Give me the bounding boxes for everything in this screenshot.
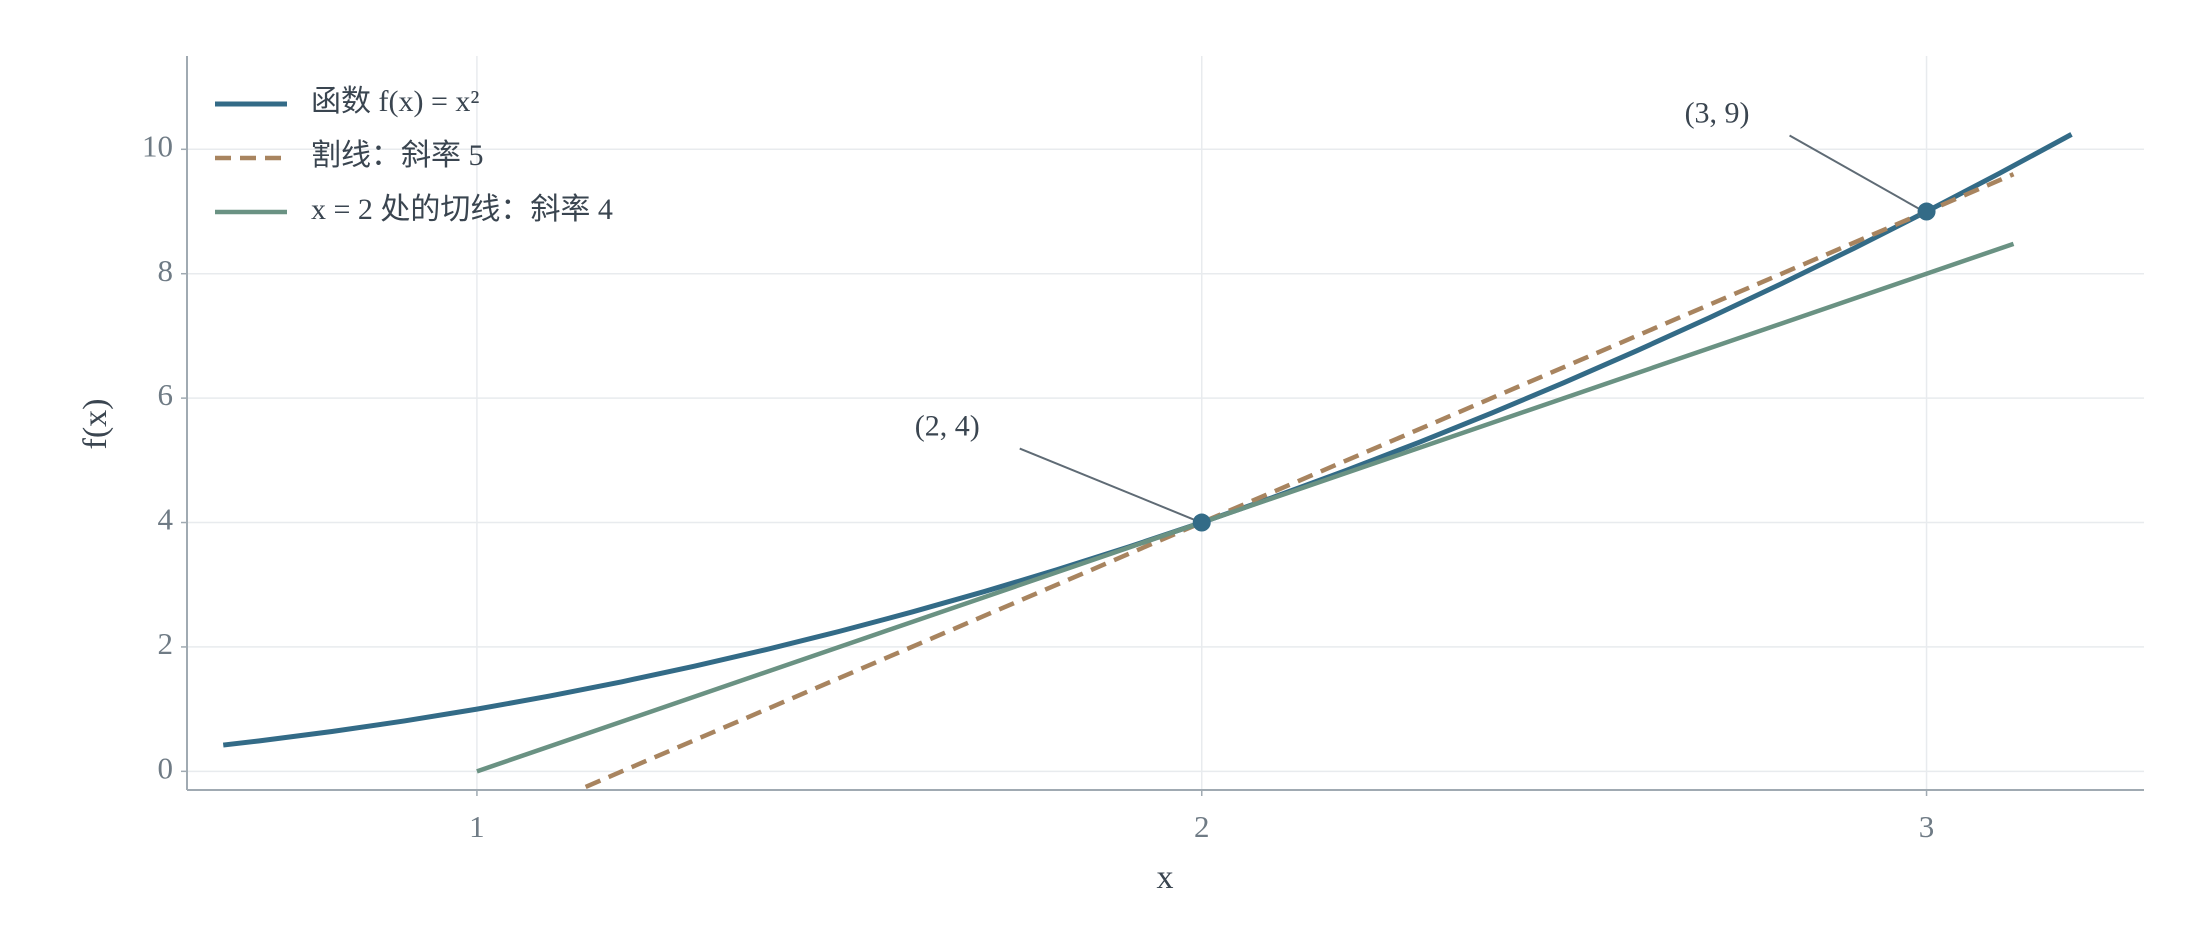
y-tick-label: 8 xyxy=(158,253,174,288)
y-tick-label: 0 xyxy=(158,750,174,785)
series-line xyxy=(584,172,2015,789)
series-line xyxy=(476,241,2015,774)
y-axis-label: f(x) xyxy=(77,399,114,450)
x-tick-label: 1 xyxy=(469,809,485,844)
legend-label: x = 2 处的切线：斜率 4 xyxy=(311,193,613,226)
x-axis-label: x xyxy=(1157,859,1174,896)
legend-label: 割线：斜率 5 xyxy=(311,139,484,172)
y-tick-label: 2 xyxy=(158,626,174,661)
y-tick-label: 10 xyxy=(142,128,173,163)
annotation: (2, 4) xyxy=(915,409,980,442)
annotation-connector xyxy=(1789,134,1920,210)
x-tick-label: 3 xyxy=(1919,809,1935,844)
annotation-connector xyxy=(1019,447,1195,521)
point xyxy=(1917,202,1936,221)
annotation: (3, 9) xyxy=(1685,96,1750,129)
legend-label: 函数 f(x) = x² xyxy=(311,85,479,118)
point xyxy=(1192,513,1211,532)
y-tick-label: 6 xyxy=(158,377,174,412)
series-line xyxy=(222,132,2073,748)
y-tick-label: 4 xyxy=(158,502,174,537)
x-tick-label: 2 xyxy=(1194,809,1210,844)
